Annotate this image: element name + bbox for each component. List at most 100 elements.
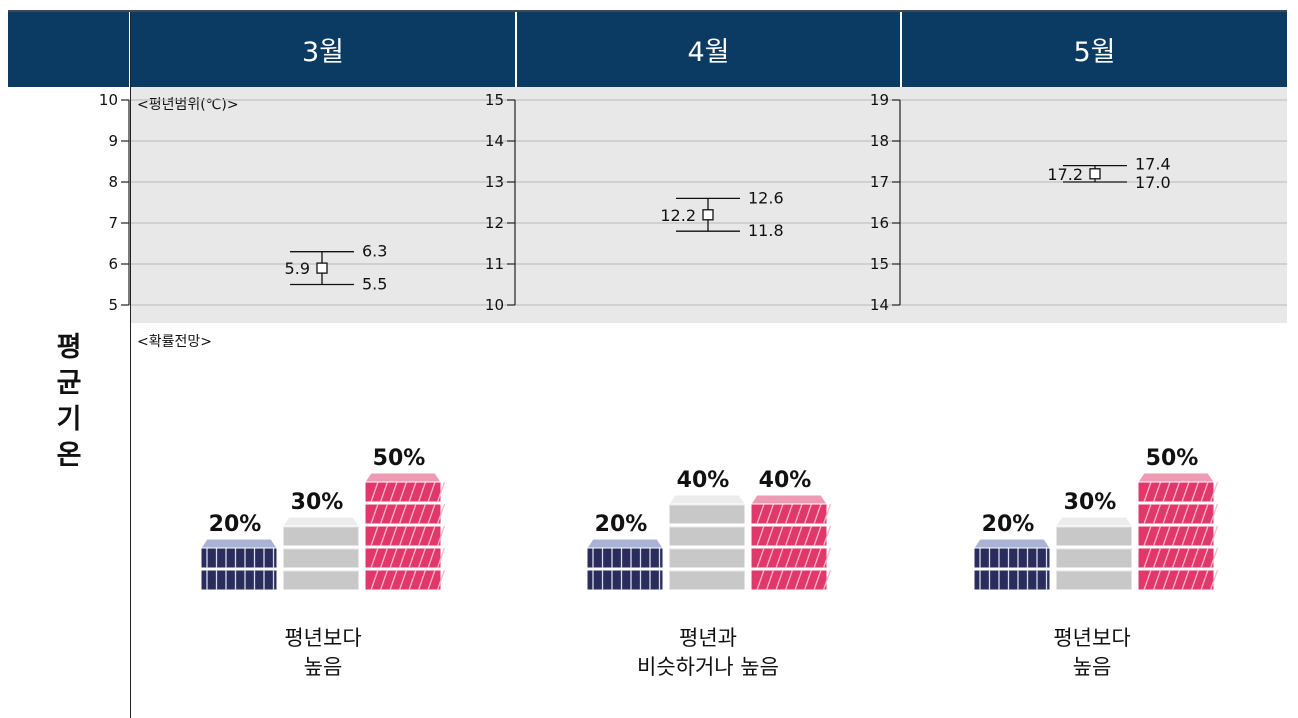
block-stripe <box>436 569 446 591</box>
probability-section-label: <확률전망> <box>137 334 212 350</box>
block-stripe <box>1200 547 1209 569</box>
block-stripe <box>784 525 794 547</box>
y-tick-label: 12 <box>485 214 504 232</box>
block-stripe <box>803 547 813 569</box>
outlook-line: 평년보다 <box>1053 626 1131 650</box>
y-tick-label: 5 <box>108 296 118 314</box>
probability-label: 50% <box>373 446 426 471</box>
block-stripe <box>417 481 427 503</box>
block-stripe <box>370 503 379 525</box>
stack-block <box>200 569 278 591</box>
block-stripe <box>408 525 417 547</box>
stack-top-face <box>973 538 1051 549</box>
block-stripe <box>1152 547 1162 569</box>
high-value-label: 17.4 <box>1135 155 1171 174</box>
block-stripe <box>436 481 446 503</box>
mean-marker <box>702 209 714 221</box>
outlook-text-march: 평년보다 높음 <box>173 624 473 682</box>
block-stripe <box>1181 481 1190 503</box>
block-stripe <box>1200 569 1209 591</box>
stack-top-face <box>586 538 664 549</box>
block-stripe <box>794 569 803 591</box>
block-stripe <box>379 503 389 525</box>
stack-block <box>586 569 664 591</box>
block-stripe <box>408 503 417 525</box>
block-stripe <box>1152 525 1162 547</box>
block-stripe <box>775 569 784 591</box>
block-stripe <box>794 547 803 569</box>
block-stripe <box>1143 503 1152 525</box>
block-stripe <box>1143 481 1152 503</box>
block-stripe <box>1190 503 1200 525</box>
probability-label: 20% <box>595 512 648 537</box>
block-stripe <box>813 525 822 547</box>
block-stripe <box>1162 503 1171 525</box>
stack-block <box>668 525 746 547</box>
outlook-line: 평년보다 <box>284 626 362 650</box>
stack-top-face <box>668 494 746 505</box>
block-stripe <box>1200 503 1209 525</box>
block-stripe <box>765 569 775 591</box>
probability-label: 30% <box>291 490 344 515</box>
block-stripe <box>1171 547 1181 569</box>
mean-marker <box>1089 168 1101 180</box>
outlook-text-april: 평년과 비슷하거나 높음 <box>558 624 858 682</box>
block-stripe <box>822 525 832 547</box>
y-tick-label: 14 <box>870 296 889 314</box>
probability-stack-normal <box>1055 516 1133 591</box>
stack-block <box>586 547 664 569</box>
block-stripe <box>427 547 436 569</box>
mean-marker <box>316 262 328 274</box>
block-stripe <box>1152 569 1162 591</box>
block-stripe <box>813 503 822 525</box>
block-stripe <box>1162 525 1171 547</box>
y-tick-label: 7 <box>108 214 118 232</box>
side-label-char: 온 <box>56 440 82 471</box>
block-stripe <box>1143 569 1152 591</box>
probability-stack-above <box>1137 472 1219 591</box>
block-stripe <box>756 503 765 525</box>
block-stripe <box>408 547 417 569</box>
y-tick-label: 17 <box>870 173 889 191</box>
header-corner <box>8 12 129 87</box>
block-stripe <box>1162 569 1171 591</box>
block-stripe <box>1200 525 1209 547</box>
block-stripe <box>389 547 398 569</box>
block-stripe <box>370 481 379 503</box>
block-stripe <box>784 547 794 569</box>
block-stripe <box>427 503 436 525</box>
block-stripe <box>794 503 803 525</box>
block-stripe <box>765 503 775 525</box>
block-stripe <box>1190 547 1200 569</box>
block-stripe <box>408 569 417 591</box>
stack-block <box>282 569 360 591</box>
block-stripe <box>1152 503 1162 525</box>
stack-block <box>973 569 1051 591</box>
mean-value-label: 17.2 <box>1047 165 1083 184</box>
stack-block <box>668 547 746 569</box>
block-stripe <box>398 503 408 525</box>
block-stripe <box>1181 547 1190 569</box>
block-stripe <box>370 569 379 591</box>
low-value-label: 17.0 <box>1135 173 1171 192</box>
block-stripe <box>398 569 408 591</box>
block-stripe <box>822 503 832 525</box>
block-stripe <box>1209 481 1219 503</box>
block-stripe <box>1171 503 1181 525</box>
block-stripe <box>1190 481 1200 503</box>
block-stripe <box>427 525 436 547</box>
stack-block <box>1055 547 1133 569</box>
probability-label: 30% <box>1064 490 1117 515</box>
probability-stack-normal <box>282 516 360 591</box>
y-tick-label: 14 <box>485 132 504 150</box>
block-stripe <box>794 525 803 547</box>
block-stripe <box>379 525 389 547</box>
block-stripe <box>784 569 794 591</box>
block-stripe <box>1152 481 1162 503</box>
y-tick-label: 15 <box>485 91 504 109</box>
block-stripe <box>389 481 398 503</box>
y-tick-label: 18 <box>870 132 889 150</box>
stack-block <box>282 547 360 569</box>
block-stripe <box>1209 525 1219 547</box>
